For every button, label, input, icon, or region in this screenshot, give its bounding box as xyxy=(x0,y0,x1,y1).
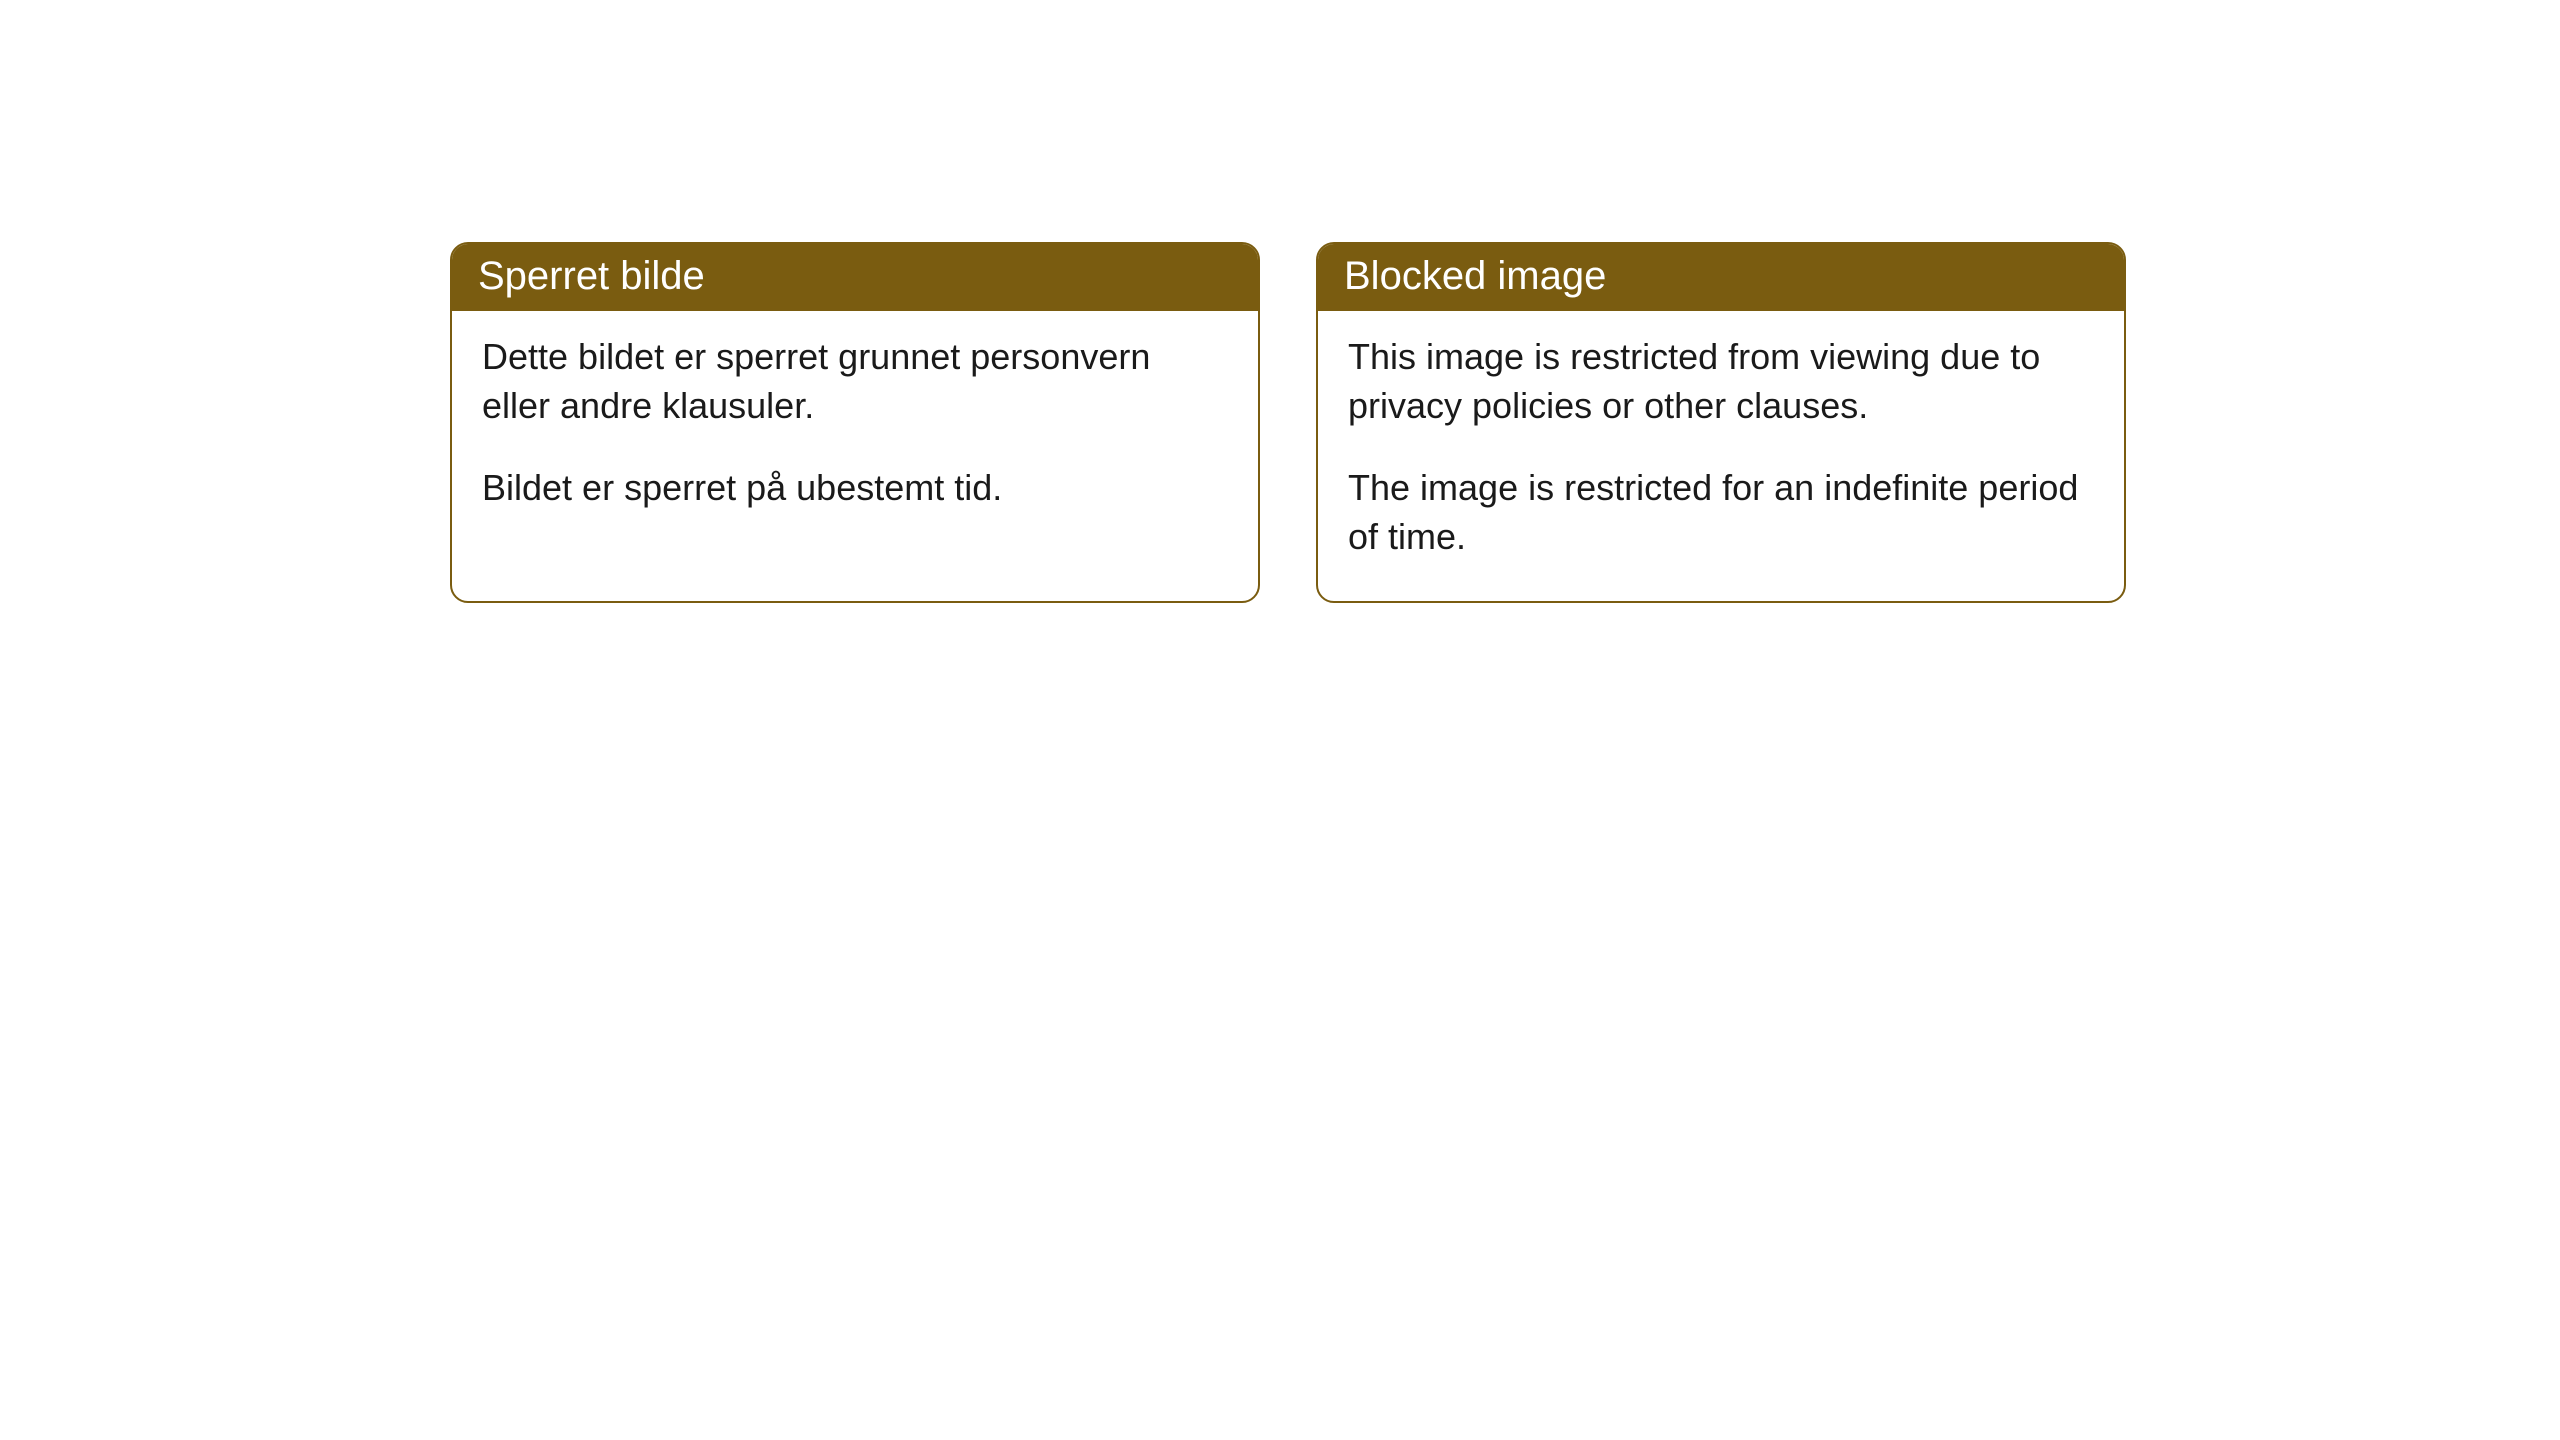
card-paragraph: This image is restricted from viewing du… xyxy=(1348,333,2094,430)
card-body-english: This image is restricted from viewing du… xyxy=(1318,311,2124,601)
card-header-english: Blocked image xyxy=(1318,244,2124,311)
notice-card-norwegian: Sperret bilde Dette bildet er sperret gr… xyxy=(450,242,1260,603)
card-title: Blocked image xyxy=(1344,254,1606,298)
notice-cards-container: Sperret bilde Dette bildet er sperret gr… xyxy=(450,242,2560,603)
card-paragraph: Dette bildet er sperret grunnet personve… xyxy=(482,333,1228,430)
card-paragraph: Bildet er sperret på ubestemt tid. xyxy=(482,464,1228,513)
card-body-norwegian: Dette bildet er sperret grunnet personve… xyxy=(452,311,1258,553)
notice-card-english: Blocked image This image is restricted f… xyxy=(1316,242,2126,603)
card-paragraph: The image is restricted for an indefinit… xyxy=(1348,464,2094,561)
card-title: Sperret bilde xyxy=(478,254,705,298)
card-header-norwegian: Sperret bilde xyxy=(452,244,1258,311)
